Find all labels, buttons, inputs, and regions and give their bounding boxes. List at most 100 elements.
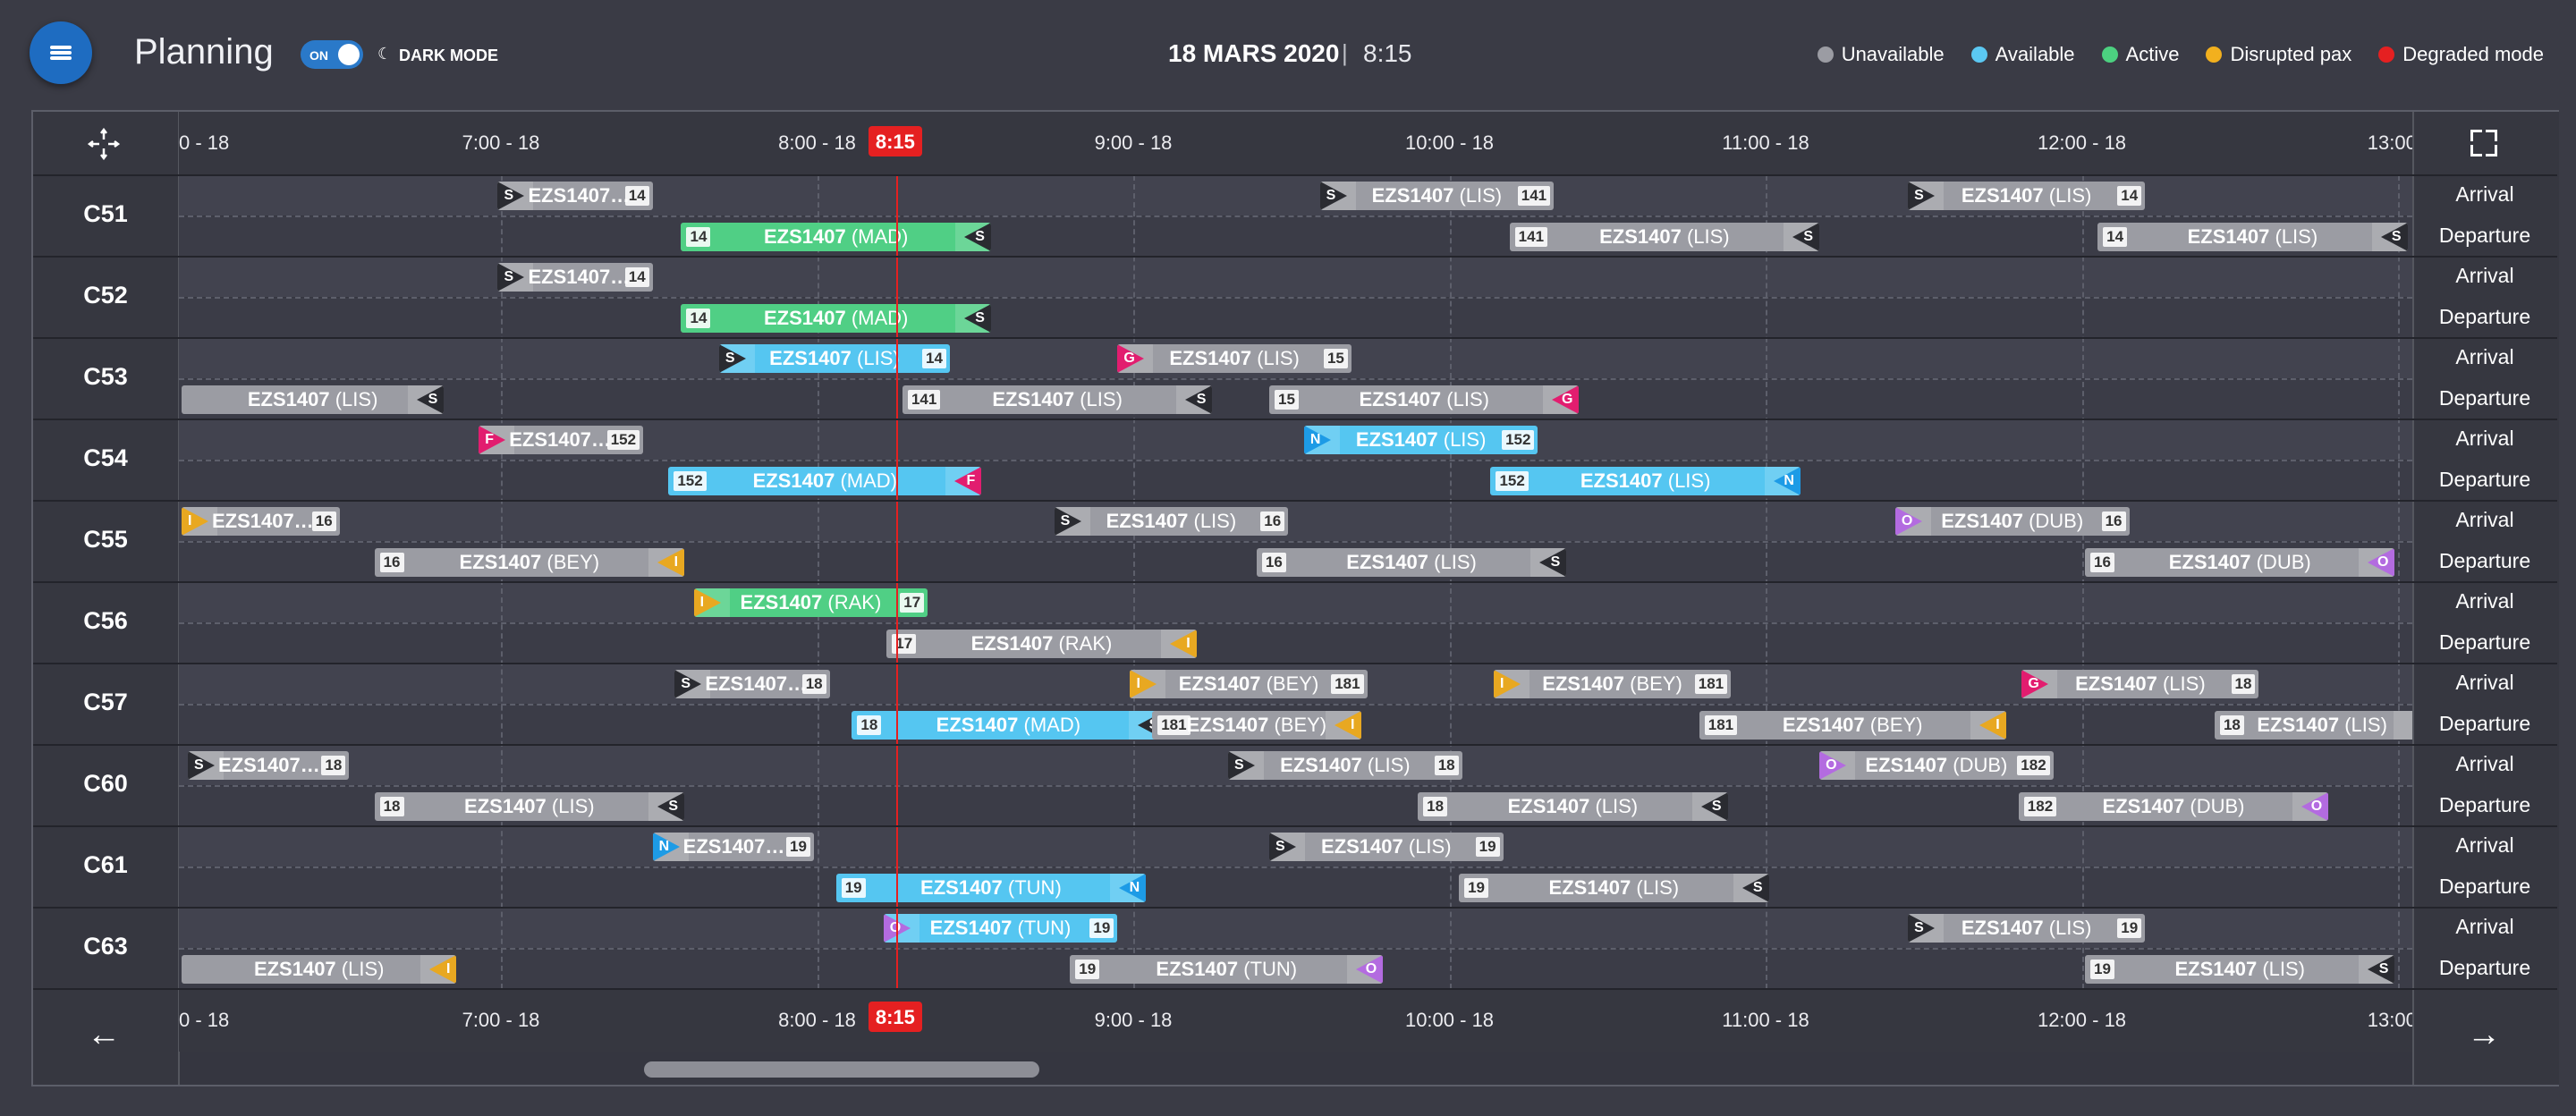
flight-label: EZS1407 (LIS) [1320,182,1555,210]
status-letter-marker [1319,182,1347,210]
arrival-flight-bar[interactable]: O 182 EZS1407 (DUB) [1819,751,2054,780]
departure-flight-bar[interactable]: S 14 EZS1407 (MAD) [681,303,991,333]
status-letter-marker [1130,670,1157,698]
status-letter: S [724,351,735,366]
gate-number-badge: 14 [922,349,946,368]
arrival-flight-bar[interactable]: N 152 EZS1407 (LIS) [1303,426,1538,454]
departure-flight-bar[interactable]: S 19 EZS1407 (LIS) [1459,873,1769,902]
flight-number: EZS1407 [247,387,330,410]
departure-flight-bar[interactable]: 18 EZS1407 (LIS) [2214,710,2412,740]
arrival-flight-bar[interactable]: S 16 EZS1407 (LIS) [1054,507,1289,536]
flight-destination: (LIS) [1595,794,1639,817]
departure-flight-bar[interactable]: N 152 EZS1407 (LIS) [1490,466,1801,495]
arrival-flight-bar[interactable]: S 18 EZS1407… [188,751,350,780]
departure-flight-bar[interactable]: S 141 EZS1407 (LIS) [902,385,1213,414]
arrival-flight-bar[interactable]: G 18 EZS1407 (LIS) [2021,670,2259,698]
flight-label: EZS1407 (LIS) [1117,344,1352,373]
flight-label: EZS1407 (LIS) [1908,914,2145,943]
departure-flight-bar[interactable]: I 181 EZS1407 (BEY) [1152,710,1361,740]
flight-label: EZS1407 (BEY) [1494,670,1731,698]
flight-destination: (LIS) [1080,387,1123,410]
arrival-flight-bar[interactable]: S 14 EZS1407… [497,182,653,210]
gate-number-badge: 16 [2090,552,2114,572]
departure-flight-bar[interactable]: O 182 EZS1407 (DUB) [2018,791,2329,821]
departure-flight-bar[interactable]: S 19 EZS1407 (LIS) [2085,954,2395,984]
gate-number-badge: 15 [1275,389,1299,410]
gate-separator [33,256,2557,258]
menu-button[interactable] [30,21,92,84]
flight-label: EZS1407… [509,426,611,454]
status-letter-marker [1228,751,1256,780]
status-letter-marker [1356,954,1384,984]
departure-flight-bar[interactable]: G 15 EZS1407 (LIS) [1269,385,1580,414]
flight-label: EZS1407 (LIS) [2097,223,2407,251]
gate-number-badge: 15 [1323,349,1348,368]
gate-number-badge: 14 [624,186,649,206]
flight-number: EZS1407 [920,875,1003,899]
horizontal-scrollbar[interactable] [644,1061,1039,1078]
departure-flight-bar[interactable]: I 181 EZS1407 (BEY) [1699,710,2006,740]
flight-destination: (LIS) [341,957,385,980]
flight-label: EZS1407 (LIS) [719,344,950,373]
arrival-flight-bar[interactable]: S 18 EZS1407 (LIS) [1228,751,1462,780]
arrival-flight-bar[interactable]: N 19 EZS1407… [652,833,814,861]
crosshair-icon[interactable] [88,128,120,160]
flight-number: EZS1407 [763,306,846,329]
arrival-flight-bar[interactable]: I 16 EZS1407… [181,507,340,536]
arrival-flight-bar[interactable]: G 15 EZS1407 (LIS) [1117,344,1352,373]
status-letter-marker [497,182,525,210]
gate-label: C60 [83,770,128,797]
gate-number-badge: 16 [379,552,404,572]
arrival-row-label: Arrival [2455,264,2514,287]
flight-label: EZS1407 (DUB) [1819,751,2054,780]
available-dot-icon [1970,46,1987,63]
departure-flight-bar[interactable]: S 18 EZS1407 (LIS) [1418,791,1728,821]
arrival-flight-bar[interactable]: S 14 EZS1407 (LIS) [718,344,950,373]
arrival-flight-bar[interactable]: I 181 EZS1407 (BEY) [1493,670,1732,698]
arrival-flight-bar[interactable]: S 19 EZS1407 (LIS) [1269,833,1504,861]
status-letter-marker [1819,751,1847,780]
departure-flight-bar[interactable]: I EZS1407 (LIS) [181,954,457,984]
arrival-flight-bar[interactable]: I 181 EZS1407 (BEY) [1130,670,1368,698]
departure-flight-bar[interactable]: S 16 EZS1407 (LIS) [1256,547,1567,577]
departure-flight-bar[interactable]: O 16 EZS1407 (DUB) [2085,547,2395,577]
departure-flight-bar[interactable]: F 152 EZS1407 (MAD) [668,466,982,495]
departure-flight-bar[interactable]: S 14 EZS1407 (LIS) [2097,222,2408,251]
departure-flight-bar[interactable]: N 19 EZS1407 (TUN) [835,873,1147,902]
gate-number-badge: 16 [1261,552,1286,572]
arrival-flight-bar[interactable]: O 16 EZS1407 (DUB) [1894,507,2130,536]
arrival-flight-bar[interactable]: F 152 EZS1407… [479,426,644,454]
departure-flight-bar[interactable]: I 17 EZS1407 (RAK) [886,629,1197,658]
arrival-flight-bar[interactable]: S 19 EZS1407 (LIS) [1908,914,2146,943]
flight-number: EZS1407… [528,266,631,288]
departure-flight-bar[interactable]: S 18 EZS1407 (LIS) [374,791,685,821]
flight-label: EZS1407 (BEY) [1699,711,2006,740]
scroll-right-button[interactable]: → [2467,1016,2501,1053]
arrival-flight-bar[interactable]: S 14 EZS1407… [497,263,653,292]
departure-flight-bar[interactable]: S 14 EZS1407 (MAD) [681,222,991,251]
status-letter: S [975,228,985,244]
departure-flight-bar[interactable]: S EZS1407 (LIS) [181,385,445,414]
dark-mode-toggle[interactable]: ON [301,40,363,69]
gate-number-badge: 18 [1434,756,1459,775]
flight-number: EZS1407… [211,510,314,532]
status-letter-marker [1169,629,1197,658]
fullscreen-icon[interactable] [2470,130,2497,156]
arrival-flight-bar[interactable]: S 141 EZS1407 (LIS) [1319,182,1555,210]
status-letter: I [1996,716,2000,732]
arrival-flight-bar[interactable]: I 17 EZS1407 (RAK) [693,588,928,617]
arrival-flight-bar[interactable]: S 14 EZS1407 (LIS) [1908,182,2146,210]
departure-flight-bar[interactable]: O 19 EZS1407 (TUN) [1070,954,1384,984]
departure-flight-bar[interactable]: S 141 EZS1407 (LIS) [1509,222,1820,251]
status-letter: I [674,554,679,570]
status-letter: G [1123,351,1135,366]
departure-flight-bar[interactable]: I 16 EZS1407 (BEY) [374,547,685,577]
arrival-flight-bar[interactable]: S 18 EZS1407… [674,670,830,698]
flight-number: EZS1407 [1186,713,1269,736]
gate-number-badge: 141 [907,389,941,410]
scroll-left-button[interactable]: ← [87,1016,121,1053]
flight-number: EZS1407 [1371,184,1454,207]
gate-number-badge: 18 [857,714,882,735]
